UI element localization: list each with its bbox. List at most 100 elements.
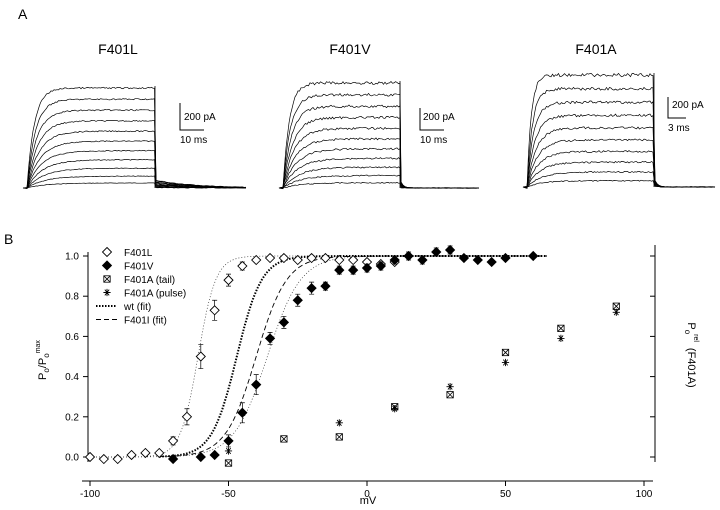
point-f401v-8 bbox=[292, 295, 303, 306]
sweep-0-4 bbox=[23, 149, 247, 189]
legend-label-f401l: F401L bbox=[124, 248, 153, 259]
point-f401l-4 bbox=[140, 447, 151, 459]
point-f401l-6 bbox=[167, 435, 179, 447]
point-f401v-2 bbox=[209, 449, 220, 461]
scale-bar-f401l bbox=[179, 103, 204, 131]
y-tick-label-1: 0.2 bbox=[65, 412, 79, 423]
point-f401l-12 bbox=[251, 254, 262, 266]
sweep-2-4 bbox=[522, 138, 716, 189]
point-f401v-0 bbox=[167, 453, 179, 465]
point-f401v-23 bbox=[500, 252, 511, 264]
point-f401l-17 bbox=[320, 252, 331, 264]
fit-curves bbox=[90, 255, 547, 458]
point-f401l-2 bbox=[112, 453, 123, 465]
point-f401v-13 bbox=[361, 262, 373, 274]
legend-label-f401a-tail: F401A (tail) bbox=[124, 275, 175, 286]
y-tick-label-2: 0.4 bbox=[65, 372, 79, 383]
y-tick-label-5: 1.0 bbox=[65, 252, 79, 263]
y-tick-label-0: 0.0 bbox=[65, 453, 79, 464]
sweep-2-0 bbox=[522, 179, 716, 188]
point-f401v-3 bbox=[223, 435, 234, 447]
point-f401l-11 bbox=[237, 260, 248, 272]
point-f401l-3 bbox=[126, 449, 137, 461]
x-axis-label: mV bbox=[360, 495, 377, 507]
point-f401v-11 bbox=[334, 264, 345, 276]
sweep-1-1 bbox=[278, 174, 479, 189]
svg-text:Po/Pomax: Po/Pomax bbox=[35, 340, 51, 380]
scale-time-f401v: 10 ms bbox=[420, 135, 447, 146]
legend-marker-f401a-tail bbox=[103, 275, 111, 283]
trace-sweeps-f401l bbox=[22, 86, 247, 189]
x-tick-label-1: -50 bbox=[221, 489, 236, 500]
x-tick-label-0: -100 bbox=[80, 489, 100, 500]
x-tick-label-3: 50 bbox=[500, 489, 512, 500]
point-f401l-18 bbox=[334, 254, 345, 266]
x-ticks: -100 -50 0 50 100 bbox=[80, 481, 653, 500]
point-f401a-pulse-1 bbox=[335, 419, 343, 427]
point-f401l-9 bbox=[209, 305, 220, 316]
sweep-0-1 bbox=[22, 175, 247, 189]
legend-label-f401a-pulse: F401A (pulse) bbox=[124, 289, 186, 300]
y-ticks: 0.0 0.2 0.4 0.6 0.8 1.0 bbox=[65, 252, 88, 464]
point-f401a-pulse-6 bbox=[612, 308, 620, 316]
fit-line-wt bbox=[159, 255, 547, 458]
point-f401v-10 bbox=[320, 281, 331, 292]
legend-label-f401i-fit: F401I (fit) bbox=[124, 316, 167, 327]
sweep-2-1 bbox=[522, 171, 716, 188]
point-f401v-12 bbox=[348, 264, 359, 276]
chart-axes: -100 -50 0 50 100 0.0 0.2 0.4 0.6 0.8 1.0 bbox=[65, 245, 656, 500]
scale-current-f401a: 200 pA bbox=[672, 100, 704, 111]
sweep-1-4 bbox=[278, 147, 480, 189]
sweep-1-10 bbox=[279, 80, 479, 189]
point-f401a-tail-2 bbox=[335, 433, 343, 441]
x-tick-label-2: 0 bbox=[364, 489, 370, 500]
x-tick-label-4: 100 bbox=[636, 489, 653, 500]
point-f401v-20 bbox=[458, 252, 470, 264]
point-f401v-18 bbox=[431, 246, 442, 258]
point-f401l-16 bbox=[306, 252, 317, 264]
point-f401v-9 bbox=[306, 283, 317, 294]
legend: F401L F401V F401A (tail) F401A (pulse) wt (f… bbox=[96, 246, 186, 327]
point-f401l-10 bbox=[223, 274, 234, 286]
point-f401l-7 bbox=[181, 411, 193, 422]
point-f401v-19 bbox=[444, 244, 456, 256]
point-f401a-pulse-5 bbox=[557, 334, 565, 343]
point-f401v-7 bbox=[278, 317, 290, 328]
point-f401v-22 bbox=[486, 256, 497, 268]
scale-current-f401v: 200 pA bbox=[423, 112, 455, 123]
scale-time-f401a: 3 ms bbox=[668, 123, 690, 134]
point-f401a-tail-5 bbox=[501, 348, 510, 357]
trace-title-f401v: F401V bbox=[329, 41, 371, 57]
legend-label-wt-fit: wt (fit) bbox=[123, 302, 151, 313]
point-f401v-14 bbox=[375, 260, 386, 272]
fit-line-f401i bbox=[159, 255, 547, 458]
legend-label-f401v: F401V bbox=[124, 262, 154, 273]
sweep-2-9 bbox=[522, 72, 715, 189]
trace-title-f401l: F401L bbox=[98, 41, 138, 57]
point-f401l-5 bbox=[154, 447, 165, 459]
point-f401l-19 bbox=[348, 254, 359, 266]
scale-bar-f401a bbox=[667, 97, 686, 119]
y-tick-label-3: 0.6 bbox=[65, 332, 79, 343]
point-f401a-tail-1 bbox=[280, 435, 288, 443]
point-f401a-tail-0 bbox=[224, 459, 233, 467]
point-f401v-6 bbox=[264, 333, 276, 344]
trace-title-f401a: F401A bbox=[575, 41, 617, 57]
point-f401a-pulse-2 bbox=[391, 405, 399, 413]
point-f401a-tail-6 bbox=[557, 324, 565, 332]
y-axis-label: Po/Pomax bbox=[35, 340, 51, 380]
svg-text:Porel(F401A): Porel(F401A) bbox=[683, 322, 699, 387]
right-y-axis-label: Porel(F401A) bbox=[683, 322, 699, 387]
trace-sweeps-f401a bbox=[522, 72, 716, 189]
point-f401l-1 bbox=[98, 453, 109, 465]
point-f401v-1 bbox=[195, 451, 206, 463]
point-f401v-17 bbox=[417, 254, 428, 266]
y-tick-label-4: 0.8 bbox=[65, 292, 79, 303]
point-f401l-15 bbox=[292, 254, 303, 266]
scale-current-f401l: 200 pA bbox=[184, 112, 216, 123]
point-f401v-15 bbox=[389, 254, 400, 266]
trace-panel-f401a: F401A 200 pA 3 ms bbox=[522, 41, 716, 189]
sweep-2-2 bbox=[522, 161, 716, 188]
legend-marker-f401v bbox=[101, 260, 113, 271]
point-f401l-0 bbox=[84, 451, 96, 463]
